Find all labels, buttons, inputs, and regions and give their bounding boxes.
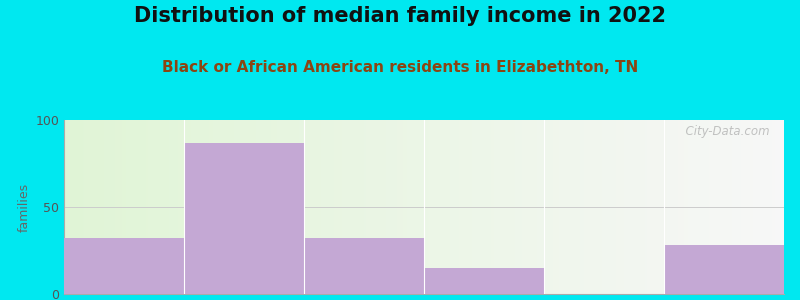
Bar <box>424 268 544 294</box>
Y-axis label: families: families <box>18 182 31 232</box>
Text: Distribution of median family income in 2022: Distribution of median family income in … <box>134 6 666 26</box>
Bar <box>184 142 304 294</box>
Text: City-Data.com: City-Data.com <box>678 125 770 138</box>
Bar <box>64 238 184 294</box>
Text: Black or African American residents in Elizabethton, TN: Black or African American residents in E… <box>162 60 638 75</box>
Bar <box>304 238 424 294</box>
Bar <box>664 245 784 294</box>
